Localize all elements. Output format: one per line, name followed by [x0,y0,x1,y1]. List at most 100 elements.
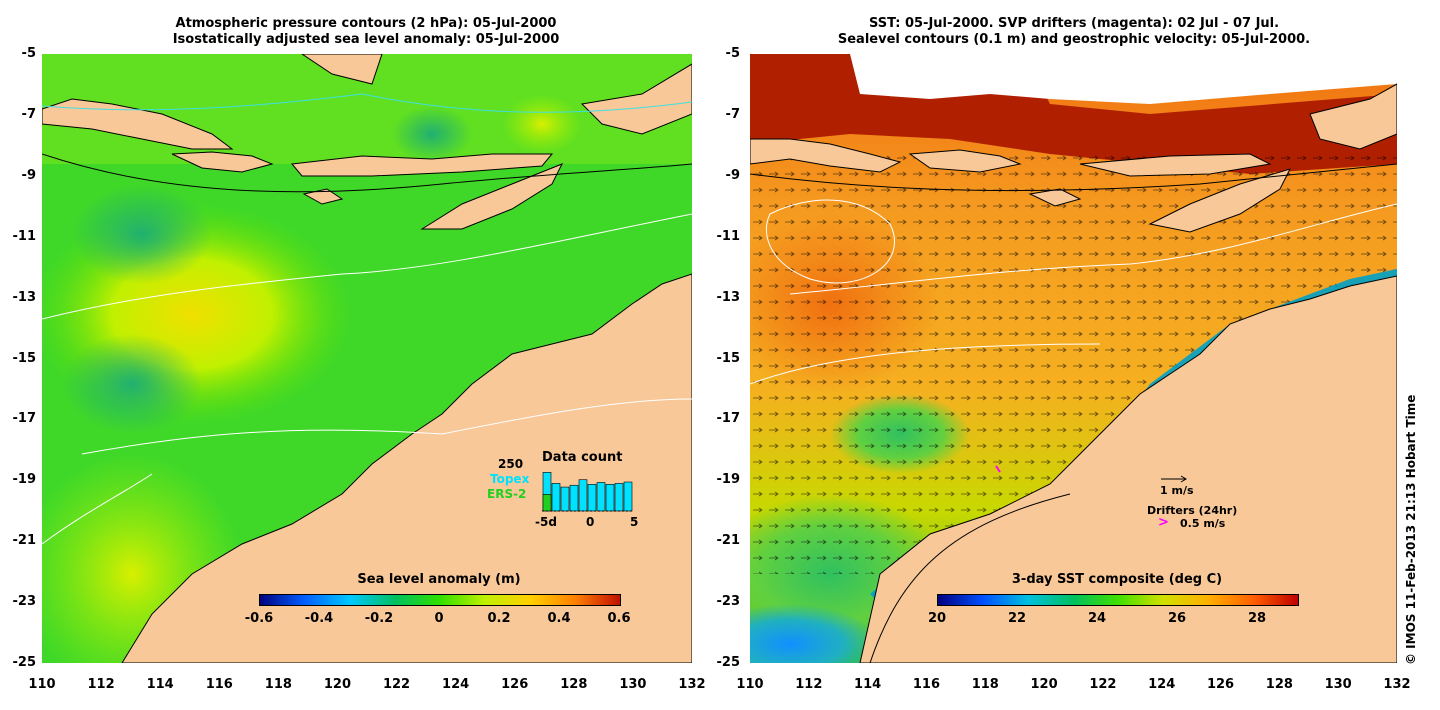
data-count-bar [587,484,597,512]
left-x-tick: 114 [146,677,174,692]
left-y-tick: -21 [12,533,37,549]
right-y-tick: -25 [716,655,741,670]
left-colorbar-tick-label: -0.2 [364,611,394,626]
data-count-xlabel-mid: 0 [586,515,595,529]
left-title: Atmospheric pressure contours (2 hPa): 0… [40,16,692,48]
data-count-ers2-bar [542,494,552,512]
right-x-tick: 132 [1383,677,1411,692]
island-tanimbar [1309,83,1397,150]
right-x-tick: 122 [1089,677,1117,692]
right-x-tick: 116 [912,677,941,692]
vector-scale-label: 1 m/s [1160,484,1194,497]
right-colorbar-tick-label: 24 [1087,611,1107,626]
island-flores [291,153,554,177]
left-y-tick: -19 [12,472,37,488]
island-java [42,98,234,150]
right-map[interactable] [750,54,1397,663]
drifters-legend-label: Drifters (24hr) [1147,504,1238,517]
right-y-tick: -7 [725,106,740,122]
left-colorbar-tick-label: 0.4 [547,611,571,626]
left-x-tick: 116 [205,677,233,692]
right-y-tick: -13 [716,289,741,305]
drifter-track [995,465,1001,473]
left-x-tick: 118 [264,677,292,692]
right-colorbar-tick-label: 28 [1247,611,1267,626]
island-sumba [302,188,344,205]
anomaly-low-1 [72,184,212,284]
left-x-tick: 132 [678,677,706,692]
island-sumbawa [908,149,1022,173]
right-title-line1: SST: 05-Jul-2000. SVP drifters (magenta)… [868,16,1280,31]
left-colorbar [259,594,621,606]
island-flores [1079,153,1272,177]
data-count-bar [623,481,633,512]
pressure-contour-2 [42,93,692,113]
left-map-svg [42,54,692,663]
right-x-tick: 128 [1265,677,1293,692]
right-x-tick: 120 [1030,677,1058,692]
left-colorbar-tick-label: 0.2 [487,611,511,626]
left-x-tick: 112 [87,677,115,692]
left-colorbar-tick-label: 0.6 [607,611,631,626]
pressure-contour-3 [81,398,692,455]
vector-scale-arrow [1161,475,1187,483]
right-y-tick: -23 [716,594,741,610]
right-colorbar-tick-label: 20 [927,611,947,626]
left-y-tick: -25 [12,655,37,670]
left-colorbar-tick-label: 0 [434,611,444,626]
left-title-line2: Isostatically adjusted sea level anomaly… [172,32,560,47]
left-map[interactable] [42,54,692,663]
left-y-tick: -23 [12,594,37,610]
left-y-tick: -13 [12,289,37,305]
sealevel-contour-1 [789,203,1397,295]
left-y-tick: -5 [21,46,36,61]
australia-land [121,273,692,663]
island-java [750,138,902,173]
right-y-tick: -15 [716,350,741,366]
right-colorbar-tick-label: 26 [1167,611,1187,626]
right-x-tick: 130 [1324,677,1352,692]
right-y-tick: -11 [716,228,741,244]
data-count-max: 250 [498,457,524,471]
left-y-tick: -9 [21,167,36,183]
left-title-line1: Atmospheric pressure contours (2 hPa): 0… [175,16,557,31]
right-x-tick: 126 [1206,677,1235,692]
right-y-tick: -9 [725,167,740,183]
drifter-speed-arrow: > [1158,515,1169,530]
copyright: © IMOS 11-Feb-2013 21:13 Hobart Time [1404,394,1418,665]
left-y-tick: -11 [12,228,37,244]
data-count-xlabel-start: -5d [535,515,557,529]
left-y-tick: -7 [21,106,36,122]
left-x-tick: 130 [619,677,647,692]
data-count-bar [569,484,579,512]
pressure-contour-1 [42,213,692,320]
cloud-mask [850,54,1397,104]
right-title-line2: Sealevel contours (0.1 m) and geostrophi… [837,32,1311,47]
left-colorbar-tick-label: -0.4 [304,611,334,626]
anomaly-low-2 [62,334,202,434]
anomaly-high-north [502,94,582,154]
data-count-ers2-label: ERS-2 [487,487,527,501]
right-x-tick: 114 [854,677,882,692]
shelf-contour-south [869,493,1071,663]
data-count-inset: Data count 250 Topex ERS-2 -5d 0 5 [480,450,640,530]
left-colorbar-tick-label: -0.6 [244,611,274,626]
anomaly-low-3 [392,106,472,162]
island-sumbawa [171,151,274,173]
data-count-title: Data count [542,450,623,465]
left-x-tick: 110 [28,677,56,692]
left-colorbar-title: Sea level anomaly (m) [357,572,521,587]
right-title: SST: 05-Jul-2000. SVP drifters (magenta)… [748,16,1400,48]
left-y-tick: -15 [12,350,37,366]
island-sumba [1028,188,1082,207]
left-y-tick: -17 [12,411,37,427]
island-timor [1148,168,1291,233]
shelf-contour [42,153,692,193]
data-count-bar [614,483,624,512]
sealevel-contour-2 [750,343,1101,385]
right-x-tick: 124 [1148,677,1176,692]
right-colorbar [937,594,1299,606]
right-colorbar-tick-label: 22 [1007,611,1027,626]
right-x-tick: 118 [971,677,999,692]
sst-cold-patch [750,604,880,663]
